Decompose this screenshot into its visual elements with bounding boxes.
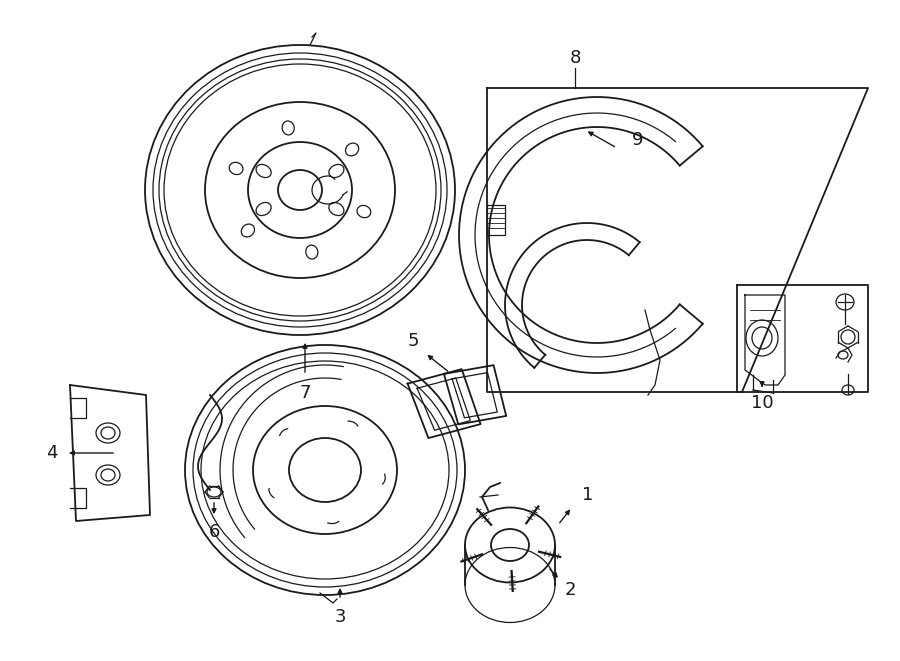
Text: 9: 9	[632, 131, 644, 149]
Text: 5: 5	[407, 332, 418, 350]
Text: 10: 10	[751, 394, 773, 412]
Text: 2: 2	[564, 581, 576, 599]
Text: 4: 4	[46, 444, 58, 462]
Text: 7: 7	[299, 384, 310, 402]
Text: 3: 3	[334, 608, 346, 626]
Bar	[487, 205, 505, 235]
Text: 1: 1	[582, 486, 594, 504]
Text: 6: 6	[208, 523, 220, 541]
Text: 8: 8	[570, 49, 580, 67]
